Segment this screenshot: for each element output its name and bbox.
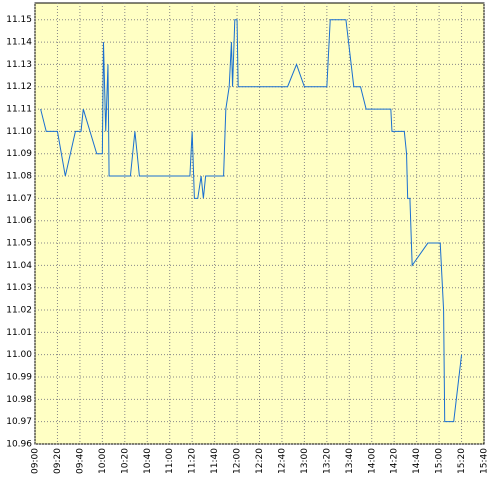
- x-tick-label: 12:00: [233, 448, 243, 474]
- x-tick-label: 10:00: [98, 448, 108, 474]
- y-tick-label: 11.09: [6, 149, 32, 159]
- x-tick-label: 10:40: [143, 448, 153, 474]
- x-tick-label: 13:00: [300, 448, 310, 474]
- x-tick-label: 13:20: [322, 448, 332, 474]
- y-tick-label: 11.11: [6, 105, 32, 115]
- y-tick-label: 11.04: [6, 261, 32, 271]
- plot-area: [34, 2, 485, 445]
- y-tick-label: 11.14: [6, 38, 32, 48]
- y-tick-label: 10.96: [6, 440, 32, 450]
- y-tick-label: 10.97: [6, 417, 32, 427]
- x-tick-label: 10:20: [120, 448, 130, 474]
- y-tick-label: 11.12: [6, 82, 32, 92]
- x-tick-label: 11:20: [188, 448, 198, 474]
- y-tick-label: 11.15: [6, 15, 32, 25]
- x-tick-label: 14:40: [412, 448, 422, 474]
- x-tick-label: 15:00: [435, 448, 445, 474]
- y-tick-label: 11.03: [6, 283, 32, 293]
- x-tick-label: 11:00: [165, 448, 175, 474]
- y-tick-label: 10.98: [6, 395, 32, 405]
- y-tick-label: 10.99: [6, 373, 32, 383]
- y-tick-label: 11.07: [6, 194, 32, 204]
- y-tick-label: 11.08: [6, 172, 32, 182]
- x-tick-label: 09:40: [75, 448, 85, 474]
- y-tick-label: 11.02: [6, 306, 32, 316]
- x-tick-label: 12:20: [255, 448, 265, 474]
- x-tick-label: 15:40: [480, 448, 490, 474]
- y-tick-label: 11.01: [6, 328, 32, 338]
- x-tick-label: 11:40: [210, 448, 220, 474]
- x-tick-label: 13:40: [345, 448, 355, 474]
- y-tick-label: 11.10: [6, 127, 32, 137]
- y-tick-label: 11.06: [6, 216, 32, 226]
- x-tick-label: 12:40: [277, 448, 287, 474]
- x-tick-label: 09:00: [31, 448, 41, 474]
- y-tick-label: 11.13: [6, 60, 32, 70]
- price-line: [40, 19, 463, 423]
- x-tick-label: 15:20: [457, 448, 467, 474]
- y-tick-label: 11.00: [6, 350, 32, 360]
- x-tick-label: 14:00: [367, 448, 377, 474]
- x-tick-label: 14:20: [390, 448, 400, 474]
- y-tick-label: 11.05: [6, 239, 32, 249]
- x-tick-label: 09:20: [53, 448, 63, 474]
